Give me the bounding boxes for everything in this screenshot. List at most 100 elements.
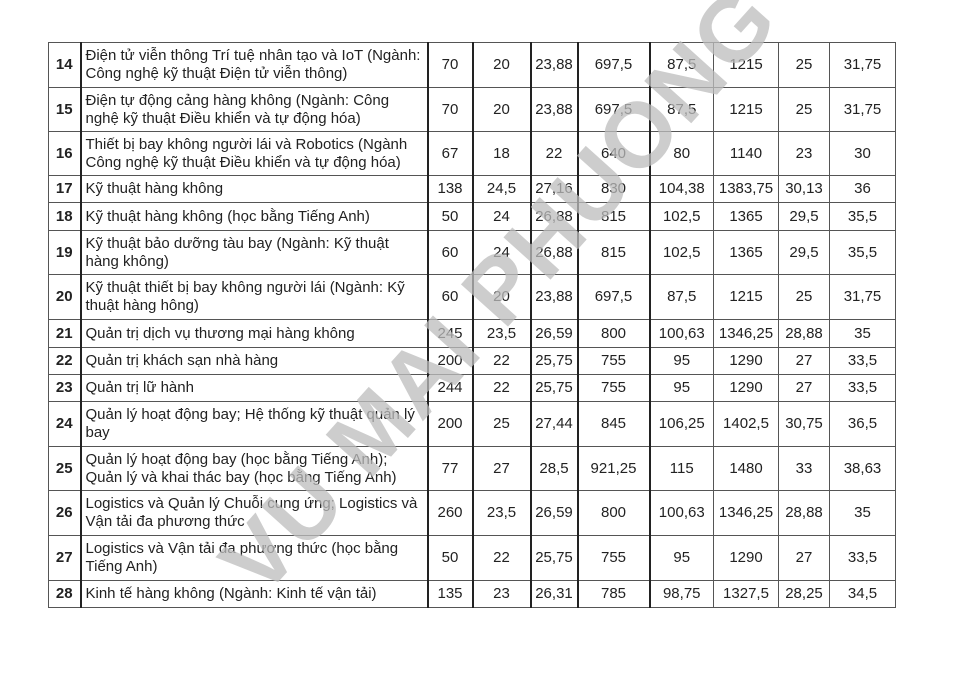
score-cell: 135 — [426, 580, 473, 608]
score-cell: 23,5 — [471, 490, 531, 536]
score-cell: 23 — [471, 580, 531, 608]
table-row: 28 Kinh tế hàng không (Ngành: Kinh tế vận… — [48, 580, 896, 608]
table-row: 27 Logistics và Vận tải đa phương thức (h… — [48, 535, 896, 581]
score-cell: 25 — [778, 274, 830, 320]
score-cell: 25,75 — [529, 535, 578, 581]
program-name: Logistics và Vận tải đa phương thức (học… — [79, 535, 428, 581]
row-number: 28 — [48, 580, 81, 608]
program-name: Quản trị dịch vụ thương mại hàng không — [79, 319, 428, 348]
row-number: 27 — [48, 535, 81, 581]
score-cell: 33,5 — [829, 535, 896, 581]
score-cell: 26,59 — [529, 490, 578, 536]
score-cell: 28,5 — [529, 446, 578, 491]
score-cell: 23,88 — [529, 42, 578, 88]
score-cell: 22 — [471, 374, 531, 402]
score-cell: 95 — [648, 347, 714, 375]
score-cell: 27 — [778, 374, 830, 402]
score-cell: 22 — [529, 131, 578, 176]
admission-score-table: 14 Điện tử viễn thông Trí tuệ nhân tạo và… — [48, 42, 896, 608]
score-cell: 27,44 — [529, 401, 578, 447]
score-cell: 23 — [778, 131, 830, 176]
score-cell: 23,88 — [529, 274, 578, 320]
score-cell: 25 — [778, 42, 830, 88]
score-cell: 36 — [829, 175, 896, 203]
score-cell: 38,63 — [829, 446, 896, 491]
score-cell: 33 — [778, 446, 830, 491]
score-cell: 60 — [426, 230, 473, 275]
score-cell: 815 — [576, 202, 650, 231]
score-cell: 33,5 — [829, 347, 896, 375]
score-cell: 755 — [576, 374, 650, 402]
row-number: 22 — [48, 347, 81, 375]
table-row: 23 Quản trị lữ hành 244 22 25,75 755 95 1290 27 3… — [48, 374, 896, 402]
score-cell: 27 — [778, 535, 830, 581]
score-cell: 30,75 — [778, 401, 830, 447]
program-name: Điện tử viễn thông Trí tuệ nhân tạo và I… — [79, 42, 428, 88]
score-cell: 25 — [471, 401, 531, 447]
score-cell: 755 — [576, 347, 650, 375]
score-cell: 1346,25 — [713, 319, 779, 348]
score-cell: 27 — [778, 347, 830, 375]
score-cell: 800 — [576, 319, 650, 348]
score-cell: 1290 — [713, 535, 779, 581]
score-cell: 35 — [829, 490, 896, 536]
score-cell: 31,75 — [829, 42, 896, 88]
table-row: 20 Kỹ thuật thiết bị bay không người lái … — [48, 274, 896, 320]
program-name: Kỹ thuật hàng không (học bằng Tiếng Anh) — [79, 202, 428, 231]
score-cell: 20 — [471, 87, 531, 132]
score-cell: 29,5 — [778, 230, 830, 275]
table-row: 24 Quản lý hoạt động bay; Hệ thống kỹ thu… — [48, 401, 896, 447]
score-cell: 95 — [648, 374, 714, 402]
score-cell: 1140 — [713, 131, 779, 176]
program-name: Kỹ thuật bảo dưỡng tàu bay (Ngành: Kỹ th… — [79, 230, 428, 275]
score-cell: 921,25 — [576, 446, 650, 491]
score-cell: 50 — [426, 535, 473, 581]
table-row: 21 Quản trị dịch vụ thương mại hàng không… — [48, 319, 896, 348]
program-name: Logistics và Quản lý Chuỗi cung ứng; Log… — [79, 490, 428, 536]
score-cell: 22 — [471, 347, 531, 375]
row-number: 20 — [48, 274, 81, 320]
score-cell: 87,5 — [648, 87, 714, 132]
score-cell: 100,63 — [648, 490, 714, 536]
table-row: 19 Kỹ thuật bảo dưỡng tàu bay (Ngành: Kỹ … — [48, 230, 896, 275]
score-cell: 26,88 — [529, 230, 578, 275]
score-cell: 98,75 — [648, 580, 714, 608]
table-row: 17 Kỹ thuật hàng không 138 24,5 27,16 830 104,… — [48, 175, 896, 203]
row-number: 18 — [48, 202, 81, 231]
score-cell: 1290 — [713, 374, 779, 402]
score-cell: 27,16 — [529, 175, 578, 203]
score-cell: 35 — [829, 319, 896, 348]
score-cell: 25 — [778, 87, 830, 132]
table-row: 18 Kỹ thuật hàng không (học bằng Tiếng An… — [48, 202, 896, 231]
score-cell: 33,5 — [829, 374, 896, 402]
score-cell: 102,5 — [648, 202, 714, 231]
score-cell: 1480 — [713, 446, 779, 491]
score-cell: 67 — [426, 131, 473, 176]
score-cell: 200 — [426, 347, 473, 375]
program-name: Kỹ thuật thiết bị bay không người lái (N… — [79, 274, 428, 320]
score-cell: 30 — [829, 131, 896, 176]
table-row: 16 Thiết bị bay không người lái và Roboti… — [48, 131, 896, 176]
score-cell: 1383,75 — [713, 175, 779, 203]
row-number: 15 — [48, 87, 81, 132]
score-cell: 80 — [648, 131, 714, 176]
row-number: 19 — [48, 230, 81, 275]
score-cell: 104,38 — [648, 175, 714, 203]
score-cell: 845 — [576, 401, 650, 447]
row-number: 17 — [48, 175, 81, 203]
row-number: 14 — [48, 42, 81, 88]
score-cell: 697,5 — [576, 87, 650, 132]
score-cell: 115 — [648, 446, 714, 491]
score-cell: 1215 — [713, 274, 779, 320]
score-cell: 100,63 — [648, 319, 714, 348]
score-cell: 1215 — [713, 87, 779, 132]
score-cell: 800 — [576, 490, 650, 536]
score-cell: 26,88 — [529, 202, 578, 231]
program-name: Kỹ thuật hàng không — [79, 175, 428, 203]
table-body: 14 Điện tử viễn thông Trí tuệ nhân tạo và… — [48, 42, 896, 608]
score-cell: 1346,25 — [713, 490, 779, 536]
score-cell: 245 — [426, 319, 473, 348]
score-cell: 50 — [426, 202, 473, 231]
score-cell: 25,75 — [529, 347, 578, 375]
score-cell: 830 — [576, 175, 650, 203]
